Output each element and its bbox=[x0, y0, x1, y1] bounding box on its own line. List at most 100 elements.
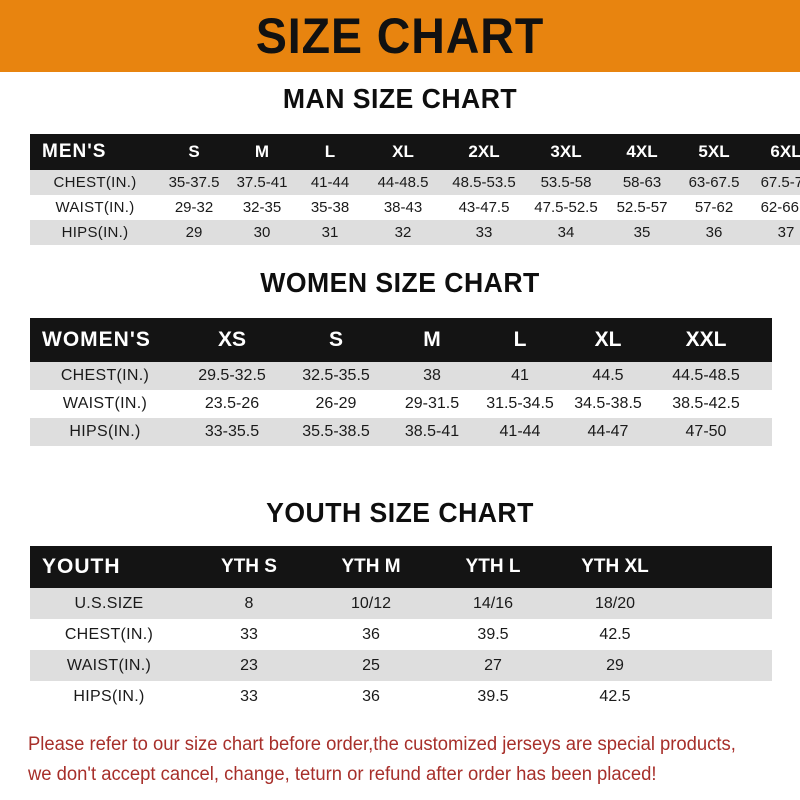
column-header-7 bbox=[760, 318, 772, 362]
column-header-1: YTH S bbox=[188, 546, 310, 588]
row-label: HIPS(IN.) bbox=[30, 681, 188, 712]
table-row: CHEST(IN.) 35-37.5 37.5-41 41-44 44-48.5 48.5… bbox=[30, 170, 800, 195]
cell-value: 36 bbox=[310, 681, 432, 712]
table-row: U.S.SIZE 8 10/12 14/16 18/20 bbox=[30, 588, 772, 619]
column-header-1: XS bbox=[180, 318, 284, 362]
cell-value: 62-66.5 bbox=[750, 195, 800, 220]
cell-value: 41-44 bbox=[476, 418, 564, 446]
table-corner-label: MEN'S bbox=[30, 134, 160, 170]
cell-value: 33-35.5 bbox=[180, 418, 284, 446]
cell-value: 38 bbox=[388, 362, 476, 390]
cell-value: 36 bbox=[310, 619, 432, 650]
cell-value: 31 bbox=[296, 220, 364, 245]
table-row: WAIST(IN.) 29-32 32-35 35-38 38-43 43-47.5 47.… bbox=[30, 195, 800, 220]
youth-table-body: YOUTH YTH S YTH M YTH L YTH XL U.S.SIZE 8 10/12… bbox=[30, 546, 772, 712]
cell-value: 67.5-72 bbox=[750, 170, 800, 195]
table-row: CHEST(IN.) 29.5-32.5 32.5-35.5 38 41 44.5 44.5… bbox=[30, 362, 772, 390]
cell-value: 35-37.5 bbox=[160, 170, 228, 195]
women-size-table: WOMEN'S XS S M L XL XXL CHEST(IN.) 29.5-32.5 32.5… bbox=[30, 318, 772, 446]
table-row: HIPS(IN.) 29 30 31 32 33 34 35 36 37 bbox=[30, 220, 800, 245]
cell-value: 43-47.5 bbox=[442, 195, 526, 220]
row-label: WAIST(IN.) bbox=[30, 390, 180, 418]
cell-value bbox=[676, 619, 772, 650]
row-label: WAIST(IN.) bbox=[30, 195, 160, 220]
cell-value: 37 bbox=[750, 220, 800, 245]
column-header-3: L bbox=[296, 134, 364, 170]
column-header-2: YTH M bbox=[310, 546, 432, 588]
cell-value: 35 bbox=[606, 220, 678, 245]
cell-value: 53.5-58 bbox=[526, 170, 606, 195]
cell-value: 34 bbox=[526, 220, 606, 245]
cell-value: 38.5-42.5 bbox=[652, 390, 760, 418]
column-header-6: XXL bbox=[652, 318, 760, 362]
cell-value: 42.5 bbox=[554, 619, 676, 650]
column-header-3: M bbox=[388, 318, 476, 362]
table-header-row: YOUTH YTH S YTH M YTH L YTH XL bbox=[30, 546, 772, 588]
row-label: WAIST(IN.) bbox=[30, 650, 188, 681]
cell-value: 27 bbox=[432, 650, 554, 681]
cell-value: 52.5-57 bbox=[606, 195, 678, 220]
row-label: CHEST(IN.) bbox=[30, 619, 188, 650]
cell-value: 42.5 bbox=[554, 681, 676, 712]
column-header-4: XL bbox=[364, 134, 442, 170]
cell-value: 35.5-38.5 bbox=[284, 418, 388, 446]
table-header-row: WOMEN'S XS S M L XL XXL bbox=[30, 318, 772, 362]
disclaimer-line-2: we don't accept cancel, change, teturn o… bbox=[28, 764, 657, 785]
column-header-5: 2XL bbox=[442, 134, 526, 170]
cell-value: 38.5-41 bbox=[388, 418, 476, 446]
row-label: CHEST(IN.) bbox=[30, 170, 160, 195]
column-header-2: M bbox=[228, 134, 296, 170]
cell-value: 33 bbox=[442, 220, 526, 245]
cell-value: 30 bbox=[228, 220, 296, 245]
column-header-3: YTH L bbox=[432, 546, 554, 588]
cell-value: 29 bbox=[554, 650, 676, 681]
youth-size-table: YOUTH YTH S YTH M YTH L YTH XL U.S.SIZE 8 10/12… bbox=[30, 546, 772, 712]
cell-value bbox=[676, 588, 772, 619]
order-disclaimer: Please refer to our size chart before or… bbox=[28, 730, 757, 790]
cell-value: 44-47 bbox=[564, 418, 652, 446]
cell-value: 29.5-32.5 bbox=[180, 362, 284, 390]
cell-value: 39.5 bbox=[432, 681, 554, 712]
cell-value: 32.5-35.5 bbox=[284, 362, 388, 390]
cell-value: 44-48.5 bbox=[364, 170, 442, 195]
column-header-1: S bbox=[160, 134, 228, 170]
cell-value: 32 bbox=[364, 220, 442, 245]
cell-value: 44.5-48.5 bbox=[652, 362, 760, 390]
cell-value: 38-43 bbox=[364, 195, 442, 220]
cell-value: 23.5-26 bbox=[180, 390, 284, 418]
column-header-2: S bbox=[284, 318, 388, 362]
cell-value: 48.5-53.5 bbox=[442, 170, 526, 195]
cell-value: 41-44 bbox=[296, 170, 364, 195]
cell-value: 35-38 bbox=[296, 195, 364, 220]
row-label: HIPS(IN.) bbox=[30, 418, 180, 446]
cell-value: 58-63 bbox=[606, 170, 678, 195]
cell-value bbox=[760, 418, 772, 446]
cell-value: 23 bbox=[188, 650, 310, 681]
women-table-body: WOMEN'S XS S M L XL XXL CHEST(IN.) 29.5-32.5 32.5… bbox=[30, 318, 772, 446]
column-header-8: 5XL bbox=[678, 134, 750, 170]
table-row: WAIST(IN.) 23 25 27 29 bbox=[30, 650, 772, 681]
table-row: WAIST(IN.) 23.5-26 26-29 29-31.5 31.5-34.5 34… bbox=[30, 390, 772, 418]
cell-value: 18/20 bbox=[554, 588, 676, 619]
cell-value bbox=[676, 681, 772, 712]
column-header-5 bbox=[676, 546, 772, 588]
men-size-table: MEN'S S M L XL 2XL 3XL 4XL 5XL 6XL CHEST(IN.) 35-37… bbox=[30, 134, 800, 245]
column-header-7: 4XL bbox=[606, 134, 678, 170]
cell-value: 36 bbox=[678, 220, 750, 245]
disclaimer-line-1: Please refer to our size chart before or… bbox=[28, 734, 736, 755]
row-label: U.S.SIZE bbox=[30, 588, 188, 619]
cell-value: 44.5 bbox=[564, 362, 652, 390]
cell-value: 25 bbox=[310, 650, 432, 681]
youth-section-title: YOUTH SIZE CHART bbox=[266, 497, 534, 528]
cell-value bbox=[760, 362, 772, 390]
cell-value: 33 bbox=[188, 619, 310, 650]
cell-value: 10/12 bbox=[310, 588, 432, 619]
table-row: HIPS(IN.) 33 36 39.5 42.5 bbox=[30, 681, 772, 712]
column-header-9: 6XL bbox=[750, 134, 800, 170]
table-corner-label: WOMEN'S bbox=[30, 318, 180, 362]
table-row: CHEST(IN.) 33 36 39.5 42.5 bbox=[30, 619, 772, 650]
page-banner: SIZE CHART bbox=[0, 0, 800, 72]
column-header-4: L bbox=[476, 318, 564, 362]
women-section-title: WOMEN SIZE CHART bbox=[260, 267, 540, 298]
